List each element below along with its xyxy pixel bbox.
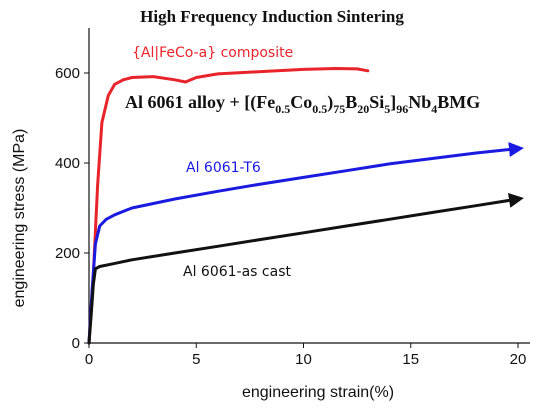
x-tick-label: 5 [192,351,200,368]
series-line-1 [87,142,524,345]
y-tick-label: 0 [72,335,80,352]
series-label-as-cast: Al 6061-as cast [183,264,291,280]
y-tick-label: 200 [55,245,80,262]
chart-title: High Frequency Induction Sintering [140,7,404,26]
series-line-0 [87,67,370,345]
series-label-composite: {Al|FeCo-a} composite [132,45,293,61]
x-axis-label: engineering strain(%) [242,384,394,401]
series-label-t6: Al 6061-T6 [186,160,261,176]
axes [84,28,530,348]
y-tick-label: 400 [55,155,80,172]
series-lines [87,67,524,345]
alloy-formula-annotation: Al 6061 alloy + [(Fe0.5Co0.5)75B20Si5]96… [125,92,480,116]
y-tick-label: 600 [55,65,80,82]
x-tick-label: 15 [402,351,419,368]
x-tick-label: 0 [85,351,93,368]
y-axis-label: engineering stress (MPa) [11,129,28,308]
x-tick-label: 20 [510,351,527,368]
x-tick-label: 10 [295,351,312,368]
series-line-2 [87,193,524,345]
